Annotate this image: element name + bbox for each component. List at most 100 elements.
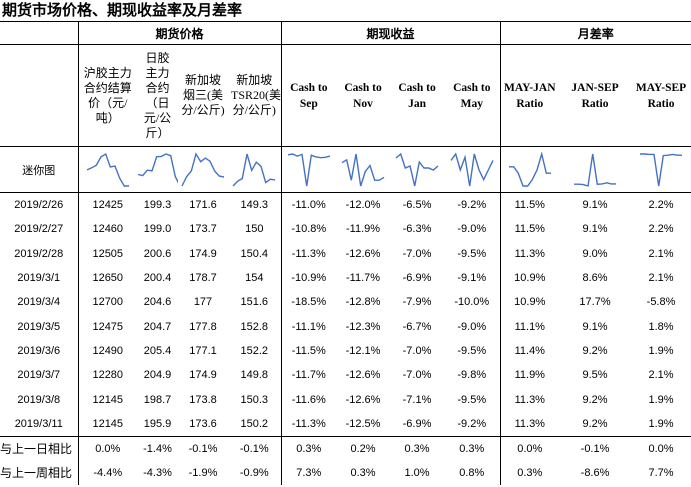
table-cell: 199.3	[143, 199, 172, 212]
col-header-tsr20: 新加坡TSR20(美分/公斤)	[228, 44, 282, 147]
table-cell: -6.3%	[402, 223, 432, 236]
table-cell: 12490	[77, 338, 137, 364]
summary-cell: 0.3%	[499, 460, 560, 485]
table-cell: 1.9%	[648, 393, 674, 406]
table-cell: 12700	[77, 290, 137, 315]
table-cell: -7.0%	[402, 369, 432, 382]
table-cell: -12.6%	[345, 369, 381, 382]
table-cell: 9.2%	[559, 411, 632, 437]
table-cell: -11.0%	[280, 192, 337, 218]
table-cell: 173.6	[178, 411, 228, 437]
page-title: 期货市场价格、期现收益率及月差率	[2, 3, 243, 19]
table-cell: 12505	[77, 241, 137, 266]
table-cell: 177.8	[189, 320, 217, 333]
table-cell: 12145	[77, 387, 137, 412]
futures-table: 期货价格 期现收益 月差率 沪胶主力合约结算价（元/吨） 日胶主力合约（日元/公…	[0, 21, 691, 485]
sparkline	[137, 152, 178, 184]
col-header-cash-nov: Cash to Nov	[336, 44, 391, 147]
table-cell: 11.5%	[499, 217, 560, 242]
table-cell: 199.0	[143, 223, 172, 236]
summary-row: 与上一周相比 -4.4% -4.3% -1.9% -0.9% 7.3% 0.3% 1.0% 0.…	[0, 460, 691, 485]
sparkline	[341, 153, 385, 186]
sparkline-cell	[336, 146, 391, 193]
sparkline-cell	[280, 146, 337, 193]
sparkline-cell	[631, 146, 691, 193]
table-cell: -11.3%	[280, 241, 337, 266]
table-row: 2019/3/8 12145 198.7 173.8 150.3 -11.6% -12.6%…	[0, 387, 691, 412]
table-cell: 9.1%	[582, 223, 608, 236]
row-date: 2019/2/27	[14, 223, 64, 236]
table-cell: 9.1%	[582, 320, 608, 333]
table-cell: 1.9%	[648, 344, 674, 357]
table-cell: -10.8%	[280, 217, 337, 242]
summary-cell: 0.0%	[77, 436, 137, 461]
summary-cell: -0.9%	[239, 466, 269, 479]
row-date: 2019/3/7	[17, 369, 61, 382]
sparkline-label: 迷你图	[0, 146, 78, 193]
sparkline-cell	[390, 146, 445, 193]
summary-cell: 7.3%	[280, 460, 337, 485]
table-cell: 2.1%	[648, 272, 674, 285]
summary-cell: 0.8%	[459, 466, 485, 479]
sparkline-line	[574, 153, 617, 187]
table-cell: 174.9	[189, 247, 217, 260]
sparkline-line	[450, 151, 494, 186]
table-cell: -9.5%	[457, 344, 487, 357]
table-cell: 150.3	[240, 393, 269, 406]
row-date: 2019/2/28	[14, 247, 64, 260]
sparkline-line	[508, 151, 551, 187]
summary-row: 与上一日相比 0.0% -1.4% -0.1% -0.1% 0.3% 0.2% 0.3% 0.3…	[0, 436, 691, 461]
corner-cell	[0, 21, 78, 45]
table-cell: -9.0%	[457, 320, 487, 333]
table-cell: 195.9	[137, 411, 178, 437]
table-cell: 9.1%	[582, 199, 608, 212]
table-cell: 204.6	[143, 296, 172, 309]
table-cell: 152.2	[240, 344, 269, 357]
summary-label: 与上一周相比	[0, 466, 73, 481]
table-cell: -9.8%	[457, 369, 487, 382]
row-date: 2019/3/11	[0, 411, 78, 437]
table-cell: 171.6	[189, 199, 217, 212]
table-cell: 9.0%	[582, 247, 608, 260]
table-cell: -12.6%	[345, 247, 381, 260]
table-cell: -9.0%	[457, 223, 487, 236]
sparkline-cell	[444, 146, 501, 193]
summary-cell: 7.7%	[648, 466, 674, 479]
table-cell: -12.3%	[345, 320, 381, 333]
table-cell: 174.9	[189, 369, 217, 382]
row-date: 2019/3/8	[17, 393, 61, 406]
table-cell: 11.5%	[499, 192, 560, 218]
table-cell: 150.4	[240, 247, 269, 260]
table-cell: 149.8	[240, 369, 269, 382]
table-cell: 11.1%	[499, 314, 560, 339]
sparkline-row: 迷你图	[0, 146, 691, 193]
sparkline	[287, 152, 330, 186]
table-cell: 9.5%	[582, 369, 608, 382]
summary-cell: -1.9%	[188, 466, 218, 479]
sparkline	[450, 151, 494, 186]
col-header-cash-sep: Cash to Sep	[280, 44, 337, 147]
group-month-spread: 月差率	[499, 21, 691, 45]
table-cell: -10.0%	[454, 296, 490, 309]
table-cell: -6.9%	[390, 411, 445, 437]
col-header-may-jan: MAY-JAN Ratio	[499, 44, 560, 147]
table-cell: -11.7%	[280, 363, 337, 388]
table-cell: 11.3%	[499, 411, 560, 437]
table-row: 2019/2/27 12460 199.0 173.7 150 -10.8% -11.9% -…	[0, 217, 691, 242]
table-cell: -11.3%	[280, 411, 337, 437]
table-cell: 149.3	[240, 199, 269, 212]
summary-cell: 0.2%	[350, 442, 376, 455]
table-cell: 12425	[77, 192, 137, 218]
table-cell: -12.0%	[345, 199, 381, 212]
group-basis-return: 期现收益	[280, 21, 501, 45]
sparkline-cell	[228, 146, 282, 193]
row-date: 2019/2/26	[14, 199, 64, 212]
table-cell: 11.3%	[499, 241, 560, 266]
sparkline-line	[232, 153, 276, 186]
table-cell: -11.5%	[280, 338, 337, 364]
table-cell: 150.2	[228, 411, 282, 437]
sparkline-line	[640, 152, 683, 186]
summary-cell: -4.4%	[77, 460, 137, 485]
summary-cell: 0.3%	[459, 442, 485, 455]
table-cell: 12460	[77, 217, 137, 242]
